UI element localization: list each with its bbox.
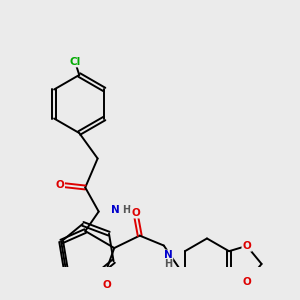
Text: N: N xyxy=(111,205,120,215)
Text: O: O xyxy=(131,208,140,218)
Text: O: O xyxy=(242,241,251,251)
Text: O: O xyxy=(56,180,64,190)
Text: N: N xyxy=(164,250,172,260)
Text: Cl: Cl xyxy=(69,56,81,67)
Text: H: H xyxy=(164,259,172,269)
Text: H: H xyxy=(122,205,130,215)
Text: O: O xyxy=(242,277,251,287)
Text: O: O xyxy=(102,280,111,290)
